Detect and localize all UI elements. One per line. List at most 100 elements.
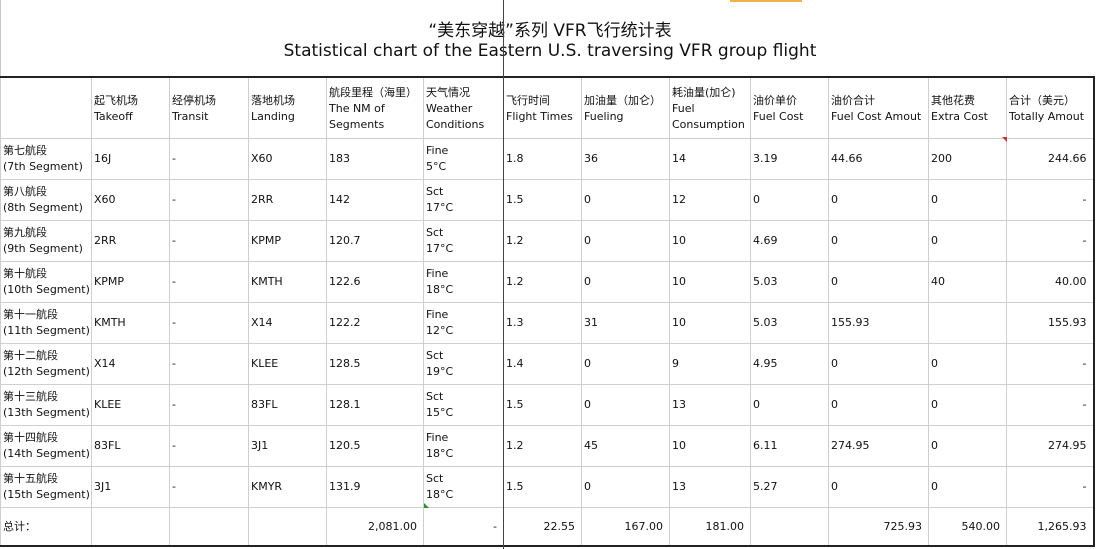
header-cell[interactable]: 起飞机场 Takeoff bbox=[91, 76, 170, 139]
fueling-cell[interactable]: 0 bbox=[581, 384, 670, 426]
unit-cost-cell[interactable]: 4.95 bbox=[750, 343, 829, 385]
fueling-cell[interactable]: 31 bbox=[581, 302, 670, 344]
nm-cell[interactable]: 122.2 bbox=[326, 302, 424, 344]
landing-cell[interactable]: KPMP bbox=[248, 220, 327, 262]
segment-cell[interactable]: 第十四航段 (14th Segment) bbox=[0, 425, 92, 467]
nm-cell[interactable]: 142 bbox=[326, 179, 424, 221]
time-cell[interactable]: 1.8 bbox=[503, 138, 582, 180]
nm-cell[interactable]: 120.7 bbox=[326, 220, 424, 262]
takeoff-cell[interactable]: X60 bbox=[91, 179, 170, 221]
fuel-amount-cell[interactable]: 274.95 bbox=[828, 425, 929, 467]
totals-cell[interactable] bbox=[248, 507, 327, 547]
fueling-cell[interactable]: 0 bbox=[581, 261, 670, 303]
totals-cell[interactable] bbox=[750, 507, 829, 547]
fuel-amount-cell[interactable]: 0 bbox=[828, 261, 929, 303]
weather-cell[interactable]: Sct 17°C bbox=[423, 179, 504, 221]
consumption-cell[interactable]: 10 bbox=[669, 425, 751, 467]
takeoff-cell[interactable]: 3J1 bbox=[91, 466, 170, 508]
fuel-amount-cell[interactable]: 0 bbox=[828, 220, 929, 262]
weather-cell[interactable]: Fine 18°C bbox=[423, 425, 504, 467]
header-cell[interactable]: 飞行时间 Flight Times bbox=[503, 76, 582, 139]
consumption-cell[interactable]: 10 bbox=[669, 220, 751, 262]
takeoff-cell[interactable]: X14 bbox=[91, 343, 170, 385]
segment-cell[interactable]: 第八航段 (8th Segment) bbox=[0, 179, 92, 221]
header-cell[interactable]: 耗油量(加仑) Fuel Consumption bbox=[669, 76, 751, 139]
consumption-cell[interactable]: 13 bbox=[669, 384, 751, 426]
extra-cell[interactable]: 200 bbox=[928, 138, 1007, 180]
time-cell[interactable]: 1.4 bbox=[503, 343, 582, 385]
weather-cell[interactable]: Sct 15°C bbox=[423, 384, 504, 426]
time-cell[interactable]: 1.3 bbox=[503, 302, 582, 344]
totals-cell[interactable]: 725.93 bbox=[828, 507, 929, 547]
totals-cell[interactable]: 1,265.93 bbox=[1006, 507, 1094, 547]
transit-cell[interactable]: - bbox=[169, 138, 249, 180]
extra-cell[interactable]: 40 bbox=[928, 261, 1007, 303]
fueling-cell[interactable]: 0 bbox=[581, 220, 670, 262]
nm-cell[interactable]: 183 bbox=[326, 138, 424, 180]
unit-cost-cell[interactable]: 3.19 bbox=[750, 138, 829, 180]
total-cell[interactable]: - bbox=[1006, 179, 1094, 221]
unit-cost-cell[interactable]: 6.11 bbox=[750, 425, 829, 467]
unit-cost-cell[interactable]: 5.27 bbox=[750, 466, 829, 508]
landing-cell[interactable]: 83FL bbox=[248, 384, 327, 426]
segment-cell[interactable]: 第十五航段 (15th Segment) bbox=[0, 466, 92, 508]
unit-cost-cell[interactable]: 0 bbox=[750, 179, 829, 221]
totals-cell[interactable] bbox=[169, 507, 249, 547]
landing-cell[interactable]: 3J1 bbox=[248, 425, 327, 467]
extra-cell[interactable]: 0 bbox=[928, 466, 1007, 508]
time-cell[interactable]: 1.2 bbox=[503, 261, 582, 303]
fuel-amount-cell[interactable]: 0 bbox=[828, 179, 929, 221]
transit-cell[interactable]: - bbox=[169, 466, 249, 508]
segment-cell[interactable]: 第十航段 (10th Segment) bbox=[0, 261, 92, 303]
segment-cell[interactable]: 第十二航段 (12th Segment) bbox=[0, 343, 92, 385]
landing-cell[interactable]: KMYR bbox=[248, 466, 327, 508]
consumption-cell[interactable]: 9 bbox=[669, 343, 751, 385]
consumption-cell[interactable]: 14 bbox=[669, 138, 751, 180]
header-cell[interactable]: 油价合计 Fuel Cost Amout bbox=[828, 76, 929, 139]
consumption-cell[interactable]: 12 bbox=[669, 179, 751, 221]
total-cell[interactable]: 274.95 bbox=[1006, 425, 1094, 467]
totals-cell[interactable]: 167.00 bbox=[581, 507, 670, 547]
totals-cell[interactable]: 181.00 bbox=[669, 507, 751, 547]
extra-cell[interactable]: 0 bbox=[928, 179, 1007, 221]
takeoff-cell[interactable]: KMTH bbox=[91, 302, 170, 344]
fueling-cell[interactable]: 0 bbox=[581, 466, 670, 508]
landing-cell[interactable]: 2RR bbox=[248, 179, 327, 221]
consumption-cell[interactable]: 10 bbox=[669, 261, 751, 303]
takeoff-cell[interactable]: 16J bbox=[91, 138, 170, 180]
fuel-amount-cell[interactable]: 155.93 bbox=[828, 302, 929, 344]
unit-cost-cell[interactable]: 0 bbox=[750, 384, 829, 426]
unit-cost-cell[interactable]: 5.03 bbox=[750, 302, 829, 344]
transit-cell[interactable]: - bbox=[169, 343, 249, 385]
total-cell[interactable]: - bbox=[1006, 466, 1094, 508]
fueling-cell[interactable]: 36 bbox=[581, 138, 670, 180]
time-cell[interactable]: 1.5 bbox=[503, 384, 582, 426]
total-cell[interactable]: 155.93 bbox=[1006, 302, 1094, 344]
error-indicator[interactable] bbox=[424, 503, 429, 508]
takeoff-cell[interactable]: KLEE bbox=[91, 384, 170, 426]
header-cell[interactable]: 油价单价 Fuel Cost bbox=[750, 76, 829, 139]
fueling-cell[interactable]: 0 bbox=[581, 179, 670, 221]
transit-cell[interactable]: - bbox=[169, 384, 249, 426]
segment-cell[interactable]: 第十一航段 (11th Segment) bbox=[0, 302, 92, 344]
header-cell[interactable]: 加油量（加仑） Fueling bbox=[581, 76, 670, 139]
totals-cell[interactable] bbox=[91, 507, 170, 547]
time-cell[interactable]: 1.5 bbox=[503, 466, 582, 508]
takeoff-cell[interactable]: 2RR bbox=[91, 220, 170, 262]
nm-cell[interactable]: 128.1 bbox=[326, 384, 424, 426]
transit-cell[interactable]: - bbox=[169, 425, 249, 467]
nm-cell[interactable]: 122.6 bbox=[326, 261, 424, 303]
transit-cell[interactable]: - bbox=[169, 220, 249, 262]
total-cell[interactable]: - bbox=[1006, 220, 1094, 262]
consumption-cell[interactable]: 10 bbox=[669, 302, 751, 344]
extra-cell[interactable]: 0 bbox=[928, 343, 1007, 385]
weather-cell[interactable]: Fine 18°C bbox=[423, 261, 504, 303]
time-cell[interactable]: 1.2 bbox=[503, 425, 582, 467]
weather-cell[interactable]: Fine 12°C bbox=[423, 302, 504, 344]
comment-indicator[interactable] bbox=[1002, 137, 1007, 142]
weather-cell[interactable]: Sct 17°C bbox=[423, 220, 504, 262]
landing-cell[interactable]: KMTH bbox=[248, 261, 327, 303]
fueling-cell[interactable]: 0 bbox=[581, 343, 670, 385]
unit-cost-cell[interactable]: 5.03 bbox=[750, 261, 829, 303]
consumption-cell[interactable]: 13 bbox=[669, 466, 751, 508]
